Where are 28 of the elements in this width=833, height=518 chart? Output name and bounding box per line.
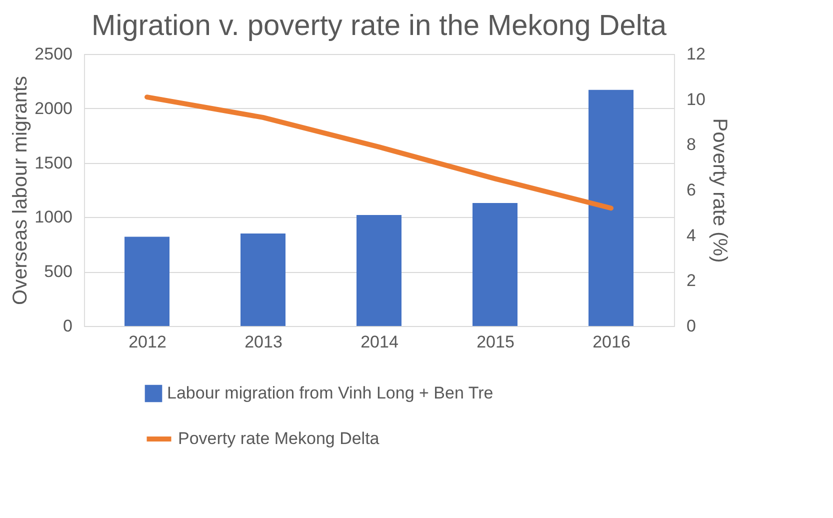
- y2-tick-label: 4: [686, 226, 696, 245]
- y2-tick-label: 10: [686, 90, 706, 109]
- y-tick-label: 0: [63, 316, 72, 336]
- y2-tick-label: 6: [686, 180, 696, 200]
- y2-axis-title: Poverty rate (%): [708, 118, 730, 263]
- y2-tick-label: 8: [686, 135, 696, 154]
- chart-title: Migration v. poverty rate in the Mekong Delta: [92, 10, 668, 42]
- bar: [472, 203, 518, 326]
- legend-label: Poverty rate Mekong Delta: [178, 429, 380, 448]
- legend-label: Labour migration from Vinh Long + Ben Tre: [167, 384, 494, 402]
- y2-tick-label: 2: [686, 271, 696, 290]
- x-tick-label: 2014: [360, 332, 398, 352]
- y2-tick-label: 12: [686, 44, 706, 64]
- bar: [356, 215, 402, 326]
- y-tick-label: 2500: [34, 44, 72, 64]
- x-tick-label: 2015: [476, 332, 514, 352]
- bar: [124, 236, 170, 326]
- y-tick-label: 1500: [34, 153, 72, 172]
- y-tick-label: 1000: [34, 208, 72, 227]
- bar: [588, 90, 634, 326]
- x-tick-label: 2013: [244, 332, 282, 352]
- x-tick-label: 2012: [128, 332, 166, 352]
- y-tick-label: 500: [44, 262, 72, 282]
- y-axis-title: Overseas labour migrants: [10, 76, 32, 305]
- bar: [240, 234, 286, 326]
- x-tick-label: 2016: [592, 332, 630, 352]
- y-tick-label: 2000: [34, 98, 72, 118]
- y2-tick-label: 0: [686, 316, 696, 336]
